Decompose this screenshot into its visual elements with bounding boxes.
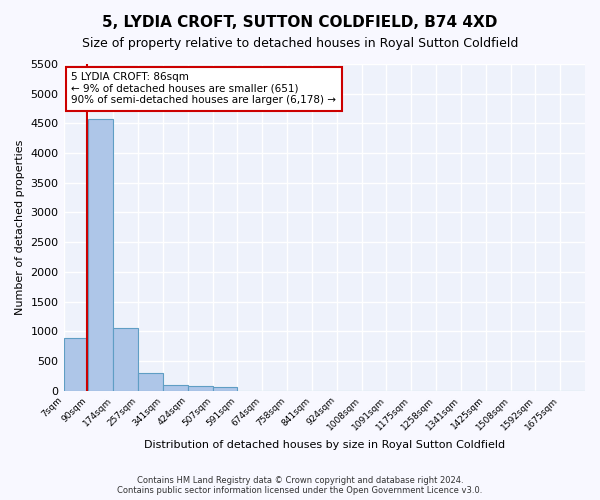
Y-axis label: Number of detached properties: Number of detached properties (15, 140, 25, 315)
Text: 5 LYDIA CROFT: 86sqm
← 9% of detached houses are smaller (651)
90% of semi-detac: 5 LYDIA CROFT: 86sqm ← 9% of detached ho… (71, 72, 337, 106)
Bar (212, 388, 238, 390)
Text: Size of property relative to detached houses in Royal Sutton Coldfield: Size of property relative to detached ho… (82, 38, 518, 51)
Text: 5, LYDIA CROFT, SUTTON COLDFIELD, B74 4XD: 5, LYDIA CROFT, SUTTON COLDFIELD, B74 4X… (103, 15, 497, 30)
Bar (88, 119, 113, 390)
Bar (188, 386, 212, 390)
Bar (138, 374, 163, 390)
Bar (163, 385, 188, 390)
Bar (113, 328, 138, 390)
X-axis label: Distribution of detached houses by size in Royal Sutton Coldfield: Distribution of detached houses by size … (144, 440, 505, 450)
Bar (64, 338, 88, 390)
Text: Contains HM Land Registry data © Crown copyright and database right 2024.
Contai: Contains HM Land Registry data © Crown c… (118, 476, 482, 495)
